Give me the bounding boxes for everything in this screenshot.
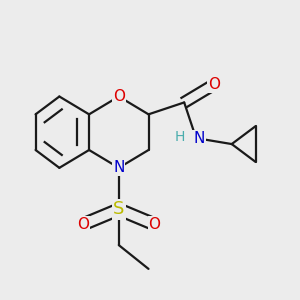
Text: H: H xyxy=(175,130,185,144)
Text: O: O xyxy=(208,77,220,92)
Text: S: S xyxy=(113,200,124,218)
Text: N: N xyxy=(113,160,124,175)
Text: O: O xyxy=(148,217,160,232)
Text: O: O xyxy=(77,217,89,232)
Text: O: O xyxy=(113,89,125,104)
Text: N: N xyxy=(194,130,205,146)
